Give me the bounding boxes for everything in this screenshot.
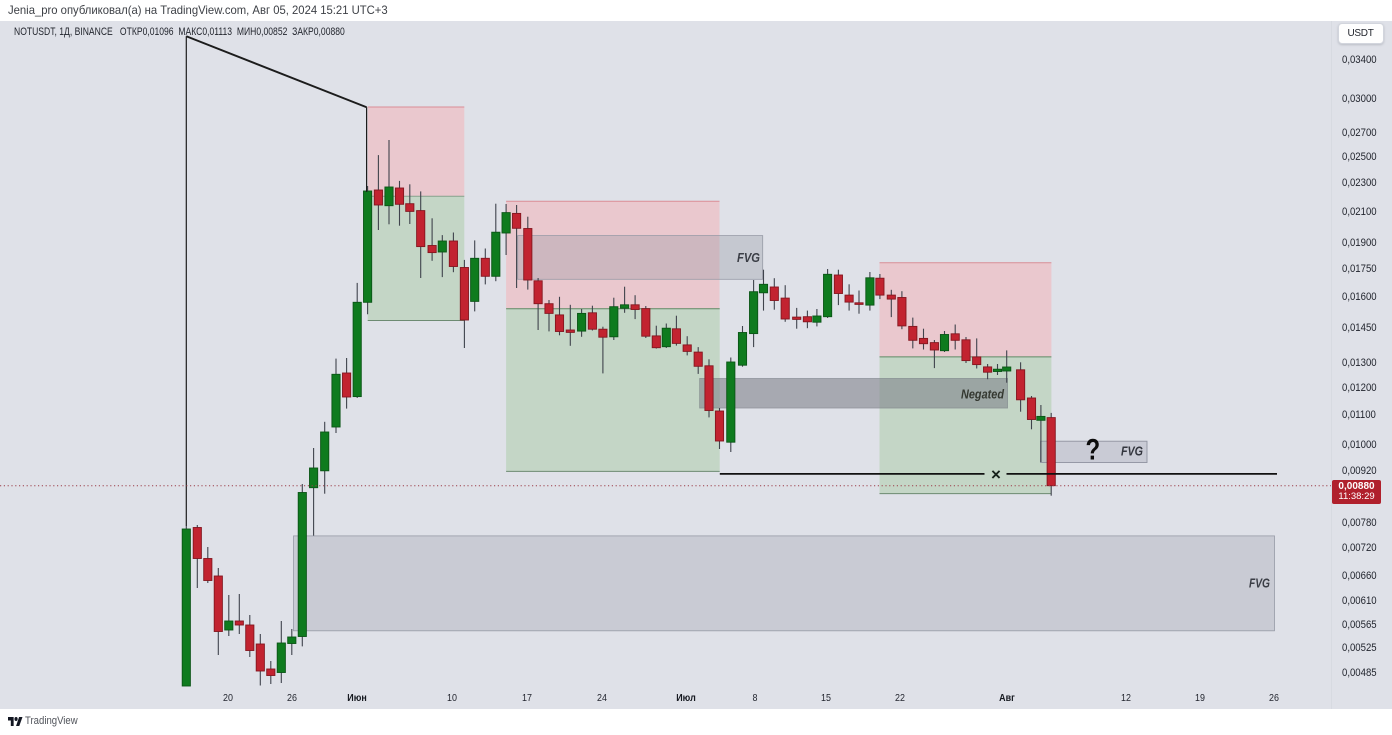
svg-text:?: ? xyxy=(1085,432,1100,466)
svg-text:Negated: Negated xyxy=(961,386,1005,401)
svg-text:FVG: FVG xyxy=(1121,444,1143,458)
svg-text:FVG: FVG xyxy=(1249,575,1270,590)
svg-text:FVG: FVG xyxy=(737,250,760,265)
svg-text:×: × xyxy=(991,465,1001,484)
